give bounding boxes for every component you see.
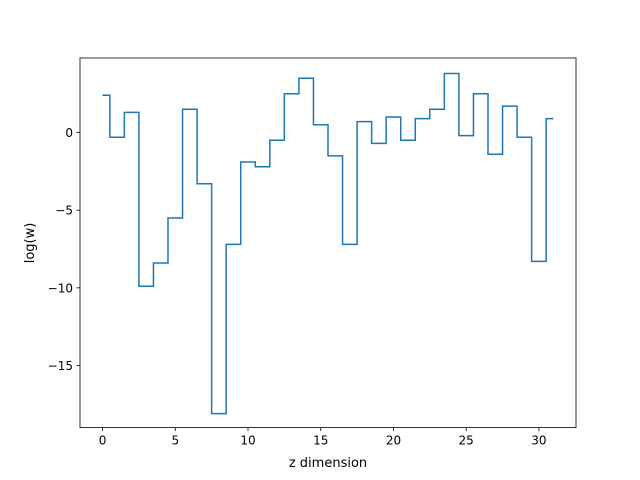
x-tick-label: 20: [386, 434, 401, 448]
x-tick-label: 10: [240, 434, 255, 448]
x-tick-label: 30: [531, 434, 546, 448]
y-tick-label: −15: [48, 359, 73, 373]
y-tick-label: −5: [55, 204, 73, 218]
axis-ticks: 0 5 10 15 20 25 30 0 −5 −10 −15: [48, 126, 547, 448]
x-axis-label: z dimension: [289, 456, 367, 471]
y-tick-label: −10: [48, 281, 73, 295]
x-tick-label: 5: [171, 434, 179, 448]
axes-frame: [79, 57, 577, 429]
y-tick-label: 0: [65, 126, 73, 140]
x-tick-label: 25: [459, 434, 474, 448]
x-tick-label: 15: [313, 434, 328, 448]
x-tick-label: 0: [99, 434, 107, 448]
plot-area: [102, 72, 554, 415]
y-axis-label: log(w): [23, 223, 38, 264]
series-0-step-line: [102, 72, 554, 415]
